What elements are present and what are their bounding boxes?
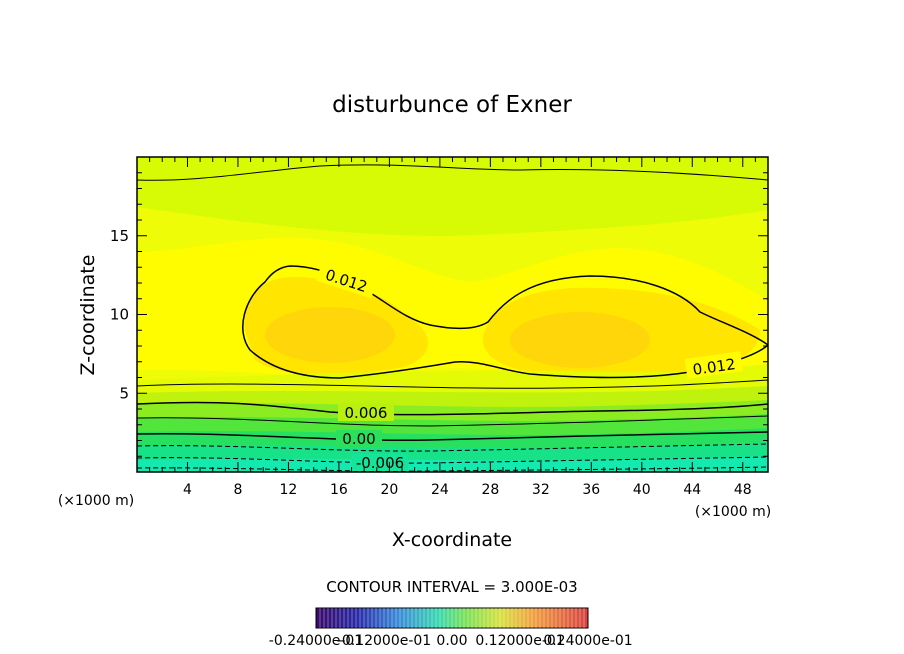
colorbar-tick-label: 0.12000e-01 bbox=[475, 633, 564, 649]
contour-label-5: -0.006 bbox=[356, 454, 404, 472]
contour-line-top bbox=[137, 164, 768, 181]
x-tick-label: 4 bbox=[183, 482, 192, 498]
colorbar-tick-label: 0.24000e-01 bbox=[543, 633, 632, 649]
x-axis-label: X-coordinate bbox=[392, 529, 512, 551]
x-unit-left: (×1000 m) bbox=[58, 493, 134, 509]
contour-line-0003 bbox=[137, 415, 768, 427]
x-tick-label: 12 bbox=[280, 482, 298, 498]
y-axis-label: Z-coordinate bbox=[77, 255, 99, 376]
colorbar-stripes bbox=[319, 608, 585, 628]
colorbar bbox=[315, 607, 589, 629]
x-tick-label: 16 bbox=[330, 482, 348, 498]
y-tick-label: 5 bbox=[119, 384, 129, 402]
contour-line-neg0009 bbox=[137, 466, 768, 472]
x-unit-right: (×1000 m) bbox=[695, 504, 771, 520]
colorbar-tick-label: -0.24000e-01 bbox=[269, 633, 363, 649]
contour-label-4: 0.00 bbox=[342, 430, 375, 448]
plot-area bbox=[137, 157, 768, 472]
contour-label-3: 0.006 bbox=[345, 404, 388, 422]
x-tick-label: 48 bbox=[734, 482, 752, 498]
core-right bbox=[510, 312, 650, 368]
contour-line-mid bbox=[137, 379, 768, 389]
x-tick-label: 28 bbox=[481, 482, 499, 498]
chart-title: disturbunce of Exner bbox=[332, 92, 572, 118]
contour-line-0006 bbox=[137, 401, 768, 416]
colorbar-labels: -0.24000e-01-0.12000e-01 0.00 0.12000e-010… bbox=[269, 633, 633, 649]
colorbar-gradient bbox=[315, 607, 589, 629]
y-axis: 5 10 15 bbox=[110, 172, 768, 457]
y-tick-label: 15 bbox=[110, 227, 129, 245]
x-tick-label: 24 bbox=[431, 482, 449, 498]
y-tick-label: 10 bbox=[110, 306, 129, 324]
contour-line-000 bbox=[137, 431, 768, 442]
x-tick-label: 36 bbox=[582, 482, 600, 498]
contour-interval-text: CONTOUR INTERVAL = 3.000E-03 bbox=[326, 578, 577, 596]
contour-labels: 0.012 0.012 0.006 0.00 -0.006 bbox=[316, 259, 743, 472]
contour-label-2: 0.012 bbox=[692, 355, 737, 379]
x-tick-label: 40 bbox=[633, 482, 651, 498]
x-tick-label: 8 bbox=[233, 482, 242, 498]
x-tick-label: 44 bbox=[683, 482, 701, 498]
core-left bbox=[265, 307, 395, 363]
x-tick-label: 32 bbox=[532, 482, 550, 498]
contour-line-neg0006 bbox=[137, 456, 768, 464]
x-tick-label: 20 bbox=[380, 482, 398, 498]
x-axis: 4 8 12 16 20 24 28 32 36 40 44 48 bbox=[149, 157, 756, 498]
contour-line-neg0003 bbox=[137, 443, 768, 452]
colorbar-tick-label: -0.12000e-01 bbox=[337, 633, 431, 649]
colorbar-tick-label: 0.00 bbox=[436, 633, 467, 649]
